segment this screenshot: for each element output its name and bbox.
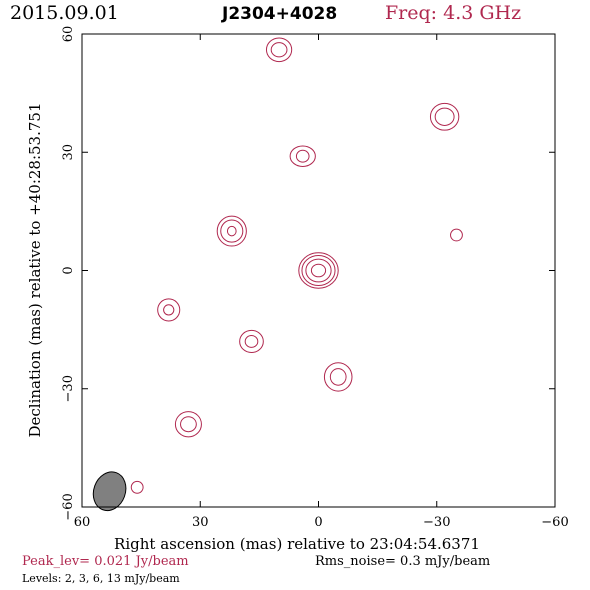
x-tick-label-1: 30: [192, 515, 209, 530]
contour-ring-3-0: [429, 102, 460, 131]
contour-ring-5-0: [450, 228, 463, 242]
contour-ring-1-1: [220, 219, 244, 243]
contour-ring-1-0: [216, 215, 247, 247]
contour-levels: Levels: 2, 3, 6, 13 mJy/beam: [22, 572, 180, 585]
rms-value: 0.3 mJy/beam: [400, 554, 491, 569]
contour-ring-0-3: [310, 263, 327, 278]
frequency-prefix: Freq:: [385, 2, 438, 24]
contour-ring-4-1: [295, 149, 310, 163]
contour-ring-9-0: [174, 411, 202, 438]
y-axis-title: Declination (mas) relative to +40:28:53.…: [26, 102, 44, 437]
contour-ring-1-2: [226, 225, 237, 237]
contour-ring-7-1: [244, 335, 259, 348]
contour-ring-8-1: [329, 368, 347, 386]
contour-ring-6-0: [157, 298, 181, 322]
contour-ring-3-1: [434, 107, 455, 126]
y-tick-label-0: −60: [61, 493, 76, 520]
y-tick-label-3: 30: [61, 144, 76, 161]
frequency-label: Freq: 4.3 GHz: [385, 2, 521, 24]
contour-ring-6-1: [163, 304, 175, 316]
x-tick-label-0: 60: [74, 515, 91, 530]
y-tick-label-1: −30: [61, 375, 76, 402]
contour-ring-2-1: [270, 42, 288, 58]
peak-level: Peak_lev= 0.021 Jy/beam: [22, 554, 189, 569]
contour-ring-7-0: [239, 329, 264, 353]
source-name: J2304+4028: [222, 4, 338, 24]
levels-values: 2, 3, 6, 13 mJy/beam: [64, 572, 180, 585]
contour-ring-0-0: [298, 252, 339, 289]
peak-value: 0.021 Jy/beam: [94, 554, 189, 569]
contour-ring-10-0: [130, 480, 144, 494]
x-tick-label-3: −30: [423, 515, 450, 530]
levels-label: Levels:: [22, 572, 62, 585]
contour-ring-9-1: [180, 416, 197, 433]
frequency-value: 4.3 GHz: [443, 2, 522, 24]
rms-noise: Rms_noise= 0.3 mJy/beam: [315, 554, 490, 569]
observation-date: 2015.09.01: [10, 2, 119, 24]
contour-ring-4-0: [289, 145, 316, 167]
x-axis-title: Right ascension (mas) relative to 23:04:…: [114, 535, 480, 553]
x-tick-label-4: −60: [541, 515, 568, 530]
plot-frame: [81, 33, 556, 508]
y-tick-label-2: 0: [61, 266, 76, 274]
contour-ring-0-1: [301, 255, 336, 286]
rms-label: Rms_noise=: [315, 554, 396, 569]
y-tick-label-4: 60: [61, 26, 76, 43]
contour-ring-0-2: [305, 258, 332, 283]
contour-ring-2-0: [265, 37, 293, 63]
contour-ring-8-0: [323, 362, 353, 392]
beam-ellipse: [92, 471, 127, 512]
x-tick-label-2: 0: [314, 515, 322, 530]
peak-label: Peak_lev=: [22, 554, 91, 569]
